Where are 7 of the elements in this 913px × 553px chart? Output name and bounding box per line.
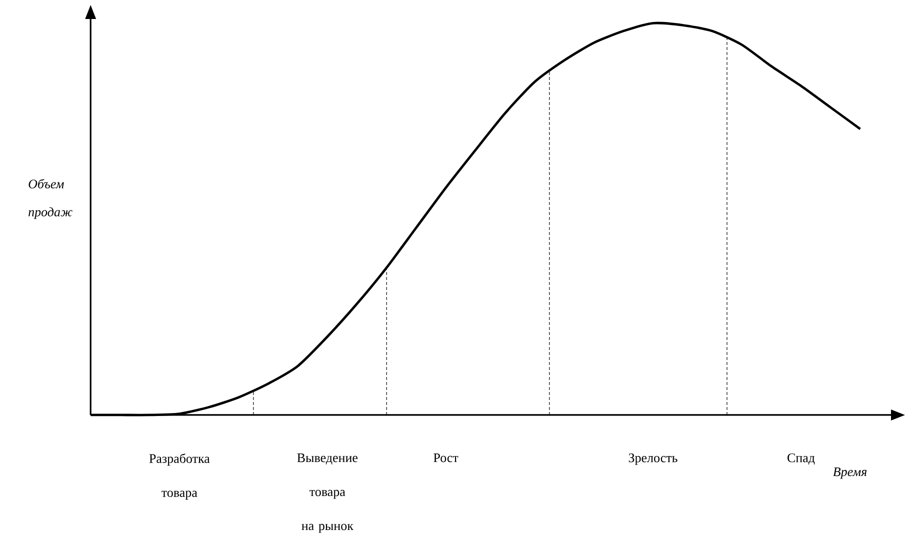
x-tick-label: Рост (434, 454, 458, 462)
x-tick-label: Спад (788, 454, 815, 465)
x-axis-title: Время (833, 468, 867, 479)
text: Объем продаж (28, 178, 72, 220)
x-tick-label: Зрелость (628, 454, 678, 465)
category-label: Разработка товара (149, 454, 210, 500)
category-label: Выведение товара на рынок (297, 454, 358, 533)
